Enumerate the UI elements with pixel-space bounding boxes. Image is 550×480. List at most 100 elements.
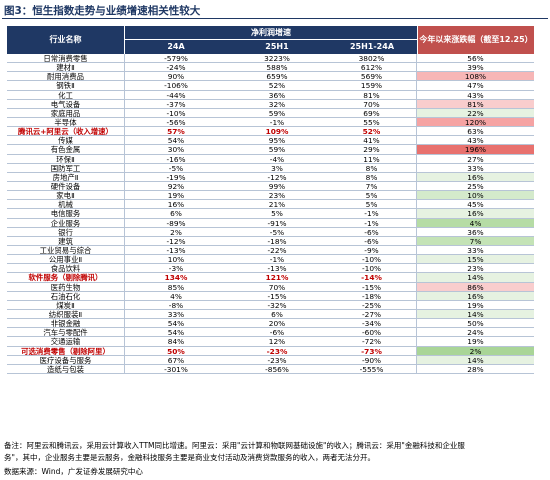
- growth-diff-cell: 41%: [327, 136, 417, 146]
- growth-diff-cell: -73%: [327, 346, 417, 356]
- growth-24a-cell: 19%: [125, 191, 227, 201]
- growth-diff-cell: 5%: [327, 200, 417, 210]
- growth-25h1-cell: -22%: [227, 246, 327, 256]
- industry-cell: 家电Ⅱ: [7, 191, 125, 201]
- industry-cell: 软件服务（剔除腾讯）: [7, 273, 125, 283]
- growth-diff-cell: -6%: [327, 236, 417, 246]
- ytd-change-cell: 14%: [417, 355, 534, 365]
- industry-cell: 可选消费零售（剔除阿里）: [7, 346, 125, 356]
- title-rule: [2, 18, 548, 19]
- industry-cell: 纺织服装Ⅱ: [7, 309, 125, 320]
- growth-diff-cell: 55%: [327, 117, 417, 128]
- growth-diff-cell: 69%: [327, 108, 417, 118]
- growth-25h1-cell: -32%: [227, 301, 327, 310]
- ytd-change-cell: 43%: [417, 90, 534, 100]
- growth-25h1-cell: 70%: [227, 283, 327, 292]
- growth-24a-cell: 54%: [125, 319, 227, 329]
- industry-cell: 石油石化: [7, 291, 125, 301]
- ytd-change-cell: 22%: [417, 108, 534, 118]
- table-row: 医疗设备与服务 67% -23% -90% 14%: [7, 355, 534, 365]
- growth-24a-cell: -12%: [125, 237, 227, 246]
- source-note: 数据来源：Wind，广发证券发展研究中心: [4, 467, 143, 476]
- industry-cell: 耐用消费品: [7, 72, 125, 82]
- industry-cell: 公用事业Ⅱ: [7, 255, 125, 265]
- growth-25h1-cell: -23%: [227, 356, 327, 365]
- table-row: 纺织服装Ⅱ 33% 6% -27% 14%: [7, 309, 534, 320]
- growth-24a-cell: -44%: [125, 91, 227, 100]
- growth-diff-cell: -27%: [327, 309, 417, 320]
- table-row: 化工 -44% 36% 81% 43%: [7, 90, 534, 100]
- industry-cell: 电气设备: [7, 99, 125, 109]
- industry-cell: 传媒: [7, 136, 125, 146]
- table-row: 国防军工 -5% 3% 8% 33%: [7, 163, 534, 173]
- growth-24a-cell: 85%: [125, 283, 227, 292]
- industry-cell: 腾讯云+阿里云（收入增速）: [7, 127, 125, 137]
- growth-25h1-cell: 32%: [227, 100, 327, 109]
- table-row: 家庭用品 -10% 59% 69% 22%: [7, 108, 534, 118]
- ytd-change-cell: 39%: [417, 63, 534, 73]
- industry-cell: 建材Ⅱ: [7, 63, 125, 73]
- industry-cell: 工业贸易与综合: [7, 245, 125, 256]
- table-row: 医药生物 85% 70% -15% 86%: [7, 282, 534, 292]
- growth-24a-cell: 2%: [125, 228, 227, 237]
- ytd-change-cell: 16%: [417, 209, 534, 219]
- growth-25h1-cell: -6%: [227, 328, 327, 338]
- growth-diff-cell: -1%: [327, 218, 417, 228]
- growth-diff-cell: 569%: [327, 72, 417, 82]
- table-row: 腾讯云+阿里云（收入增速） 57% 109% 52% 63%: [7, 127, 534, 137]
- growth-24a-cell: 50%: [125, 347, 227, 356]
- growth-diff-cell: 52%: [327, 127, 417, 137]
- industry-cell: 家庭用品: [7, 108, 125, 118]
- growth-25h1-cell: -1%: [227, 118, 327, 128]
- growth-diff-cell: -15%: [327, 282, 417, 292]
- growth-25h1-cell: 3223%: [227, 54, 327, 64]
- industry-cell: 国防军工: [7, 163, 125, 173]
- growth-24a-cell: -8%: [125, 301, 227, 310]
- industry-cell: 医药生物: [7, 282, 125, 292]
- growth-24a-cell: 30%: [125, 145, 227, 155]
- growth-diff-cell: 70%: [327, 99, 417, 109]
- ytd-change-cell: 45%: [417, 200, 534, 210]
- growth-24a-cell: 92%: [125, 182, 227, 192]
- growth-24a-cell: -106%: [125, 81, 227, 91]
- table-row: 传媒 54% 95% 41% 43%: [7, 136, 534, 146]
- ytd-change-cell: 15%: [417, 255, 534, 265]
- growth-24a-cell: -13%: [125, 246, 227, 256]
- ytd-change-cell: 7%: [417, 236, 534, 246]
- ytd-change-cell: 27%: [417, 154, 534, 164]
- ytd-change-cell: 81%: [417, 99, 534, 109]
- growth-diff-cell: -1%: [327, 209, 417, 219]
- growth-diff-cell: 159%: [327, 81, 417, 91]
- table-row: 石油石化 4% -15% -18% 16%: [7, 291, 534, 301]
- growth-25h1-cell: 99%: [227, 182, 327, 192]
- growth-diff-cell: 3802%: [327, 54, 417, 64]
- growth-25h1-cell: 109%: [227, 127, 327, 137]
- growth-diff-cell: 8%: [327, 163, 417, 173]
- table-row: 煤炭Ⅱ -8% -32% -25% 19%: [7, 300, 534, 310]
- figure-title: 图3：恒生指数走势与业绩增速相关性较大: [4, 5, 201, 17]
- growth-25h1-cell: 659%: [227, 72, 327, 82]
- growth-diff-cell: 81%: [327, 90, 417, 100]
- growth-diff-cell: -9%: [327, 245, 417, 256]
- growth-24a-cell: -16%: [125, 155, 227, 164]
- growth-25h1-cell: 95%: [227, 136, 327, 146]
- ytd-change-cell: 120%: [417, 117, 534, 128]
- growth-25h1-cell: 121%: [227, 273, 327, 283]
- ytd-change-cell: 24%: [417, 328, 534, 338]
- ytd-change-cell: 2%: [417, 346, 534, 356]
- header-ytd: 今年以来涨跌幅（截至12.25）: [417, 26, 534, 54]
- growth-25h1-cell: 23%: [227, 191, 327, 201]
- growth-25h1-cell: 5%: [227, 209, 327, 219]
- growth-25h1-cell: -23%: [227, 347, 327, 356]
- growth-25h1-cell: -856%: [227, 365, 327, 374]
- table-row: 交通运输 84% 12% -72% 19%: [7, 337, 534, 347]
- industry-cell: 企业服务: [7, 218, 125, 228]
- growth-diff-cell: 612%: [327, 63, 417, 73]
- industry-cell: 银行: [7, 227, 125, 237]
- growth-diff-cell: -34%: [327, 319, 417, 329]
- ytd-change-cell: 108%: [417, 72, 534, 82]
- ytd-change-cell: 63%: [417, 127, 534, 137]
- industry-cell: 环保Ⅱ: [7, 154, 125, 164]
- industry-cell: 医疗设备与服务: [7, 355, 125, 365]
